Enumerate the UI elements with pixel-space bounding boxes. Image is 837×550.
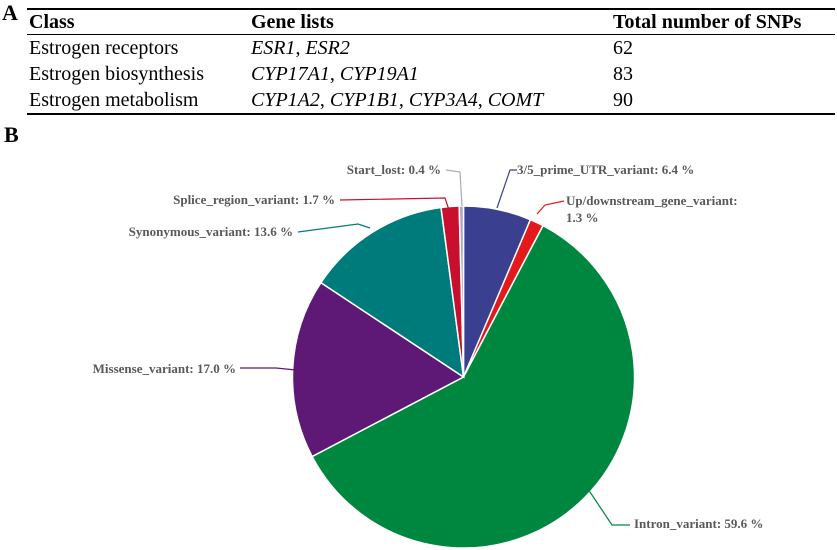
gene-name: CYP1B1 [329, 88, 399, 111]
slice-label: Synonymous_variant: 13.6 % [129, 224, 293, 239]
table-header-row: Class Gene lists Total number of SNPs [27, 8, 835, 35]
gene-name: CYP3A4 [408, 88, 478, 111]
gene-list-cell: CYP1A2, CYP1B1, CYP3A4, COMT [249, 87, 611, 115]
slice-label: Splice_region_variant: 1.7 % [173, 192, 335, 207]
leader-line [445, 169, 463, 207]
gene-list-cell: CYP17A1, CYP19A1 [251, 62, 419, 85]
panel-a-label: A [2, 0, 18, 25]
leader-line [536, 200, 565, 215]
gene-name: CYP19A1 [339, 62, 419, 85]
table-row: Estrogen receptors ESR1, ESR2 62 [27, 35, 835, 62]
slice-label: Start_lost: 0.4 % [347, 162, 441, 177]
header-gene-lists: Gene lists [249, 8, 611, 35]
slice-label: Intron_variant: 59.6 % [634, 516, 763, 531]
leader-line [240, 367, 297, 371]
gene-name: ESR1 [251, 36, 296, 59]
pie-slice-intron-variant [311, 224, 636, 549]
pie-slice-missense-variant [291, 281, 465, 458]
table-row: Estrogen biosynthesis CYP17A1, CYP19A1 8… [27, 61, 835, 87]
header-class: Class [27, 8, 249, 35]
slice-label: Missense_variant: 17.0 % [93, 361, 236, 376]
gene-name: CYP1A2 [251, 88, 320, 111]
slice-label-value: 1.3 % [566, 210, 599, 225]
leader-line [339, 197, 450, 211]
snp-gene-table: Class Gene lists Total number of SNPs Es… [27, 8, 835, 115]
slice-label: 3/5_prime_UTR_variant: 6.4 % [517, 162, 694, 177]
leader-line [496, 169, 517, 209]
leader-line [297, 223, 371, 233]
total-cell: 62 [613, 36, 633, 59]
gene-name: ESR2 [305, 36, 350, 59]
class-cell: Estrogen receptors [29, 36, 179, 59]
panel-b-label: B [4, 122, 19, 147]
total-cell: 83 [613, 62, 633, 85]
gene-name: COMT [487, 88, 544, 111]
header-total-snps: Total number of SNPs [611, 8, 835, 35]
slice-label: Up/downstream_gene_variant: [566, 193, 738, 208]
total-cell: 90 [611, 87, 835, 115]
pie-slice-start-lost [458, 205, 465, 378]
table-row: Estrogen metabolism CYP1A2, CYP1B1, CYP3… [27, 87, 835, 115]
leader-line [587, 488, 630, 526]
gene-name: CYP17A1 [251, 62, 330, 85]
class-cell: Estrogen biosynthesis [29, 62, 204, 85]
pie-slice-synonymous-variant [319, 206, 465, 379]
gene-list-cell: ESR1, ESR2 [251, 36, 350, 59]
class-cell: Estrogen metabolism [27, 87, 249, 115]
